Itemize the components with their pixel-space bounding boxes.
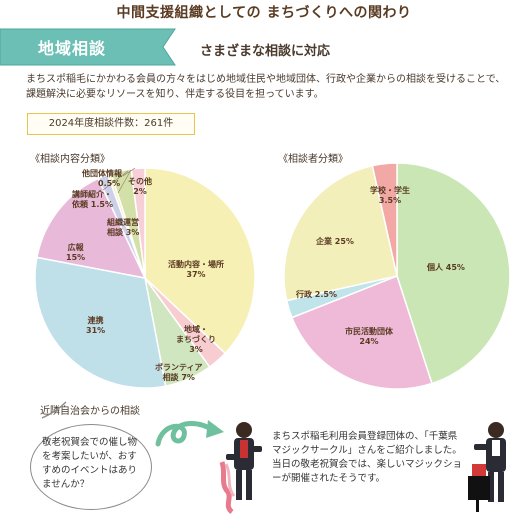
label-tail-icon <box>41 401 67 419</box>
pie1-label-other: その他 2% <box>128 177 152 196</box>
section-banner <box>0 28 176 66</box>
curly-arrow-icon <box>155 420 224 447</box>
pie1-slice-3 <box>34 256 167 389</box>
intro-text: まちスポ稲毛にかかわる会員の方々をはじめ地域住民や地域団体、行政や企業からの相談… <box>26 74 506 100</box>
pie1-label-org-management: 組織運営 相談 3% <box>107 218 140 237</box>
chart-title-consulter: 《相談者分類》 <box>278 154 348 165</box>
pie2-label-government: 行政 2.5% <box>296 290 337 299</box>
question-bubble <box>30 424 152 510</box>
leader-line <box>122 167 136 177</box>
answer-text: まちスポ稲毛利用会員登録団体の、「千葉県マジックサークル」さんをご紹介しました。… <box>272 431 463 484</box>
pie2-label-citizen-groups: 市民活動団体 24% <box>345 327 393 346</box>
section-subtitle: さまざまな相談に対応 <box>200 44 331 59</box>
question-text: 敬老祝賀会での催し物を考案したいが、おすすめのイベントはありませんか？ <box>42 437 138 490</box>
pie2-label-school: 学校・学生 3.5% <box>370 186 410 205</box>
pie2-slice-3 <box>283 164 398 302</box>
performer-illustration <box>468 422 506 512</box>
section-tag: 地域相談 <box>38 39 107 58</box>
pie1-slice-8 <box>130 167 146 279</box>
pie1-label-pr: 広報 15% <box>66 243 86 262</box>
pie2-slice-4 <box>371 162 398 277</box>
pie1-label-activity: 活動内容・場所 37% <box>168 260 224 279</box>
pie1-label-lecturer: 講師紹介・ 依頼 1.5% <box>72 190 113 209</box>
pie2-label-company: 企業 25% <box>316 237 354 246</box>
page-title: 中間支援組織としての まちづくりへの関わり <box>116 5 412 21</box>
pie1-label-volunteer: ボランティア 相談 7% <box>155 363 203 382</box>
pie1-label-other-groups: 他団体情報 0.5% <box>82 169 122 188</box>
leader-line <box>102 170 129 191</box>
pie1-slice-4 <box>36 177 147 280</box>
pie2-slice-0 <box>396 162 511 385</box>
pie1-label-community: 地域・ まちづくり 3% <box>176 325 216 354</box>
chart-title-content: 《相談内容分類》 <box>30 154 110 165</box>
consultation-label: 近隣自治会からの相談 <box>40 406 140 417</box>
pie2-label-individual: 個人 45% <box>427 263 465 272</box>
leader-line <box>117 169 132 194</box>
consultation-count-box: 2024年度相談件数：261件 <box>27 113 195 135</box>
magician-illustration <box>219 422 262 514</box>
pie1-label-collaboration: 連携 31% <box>86 316 106 335</box>
pie1-slice-0 <box>144 167 256 355</box>
pie-chart-content <box>34 167 256 389</box>
pie-chart-consulter <box>283 162 511 390</box>
